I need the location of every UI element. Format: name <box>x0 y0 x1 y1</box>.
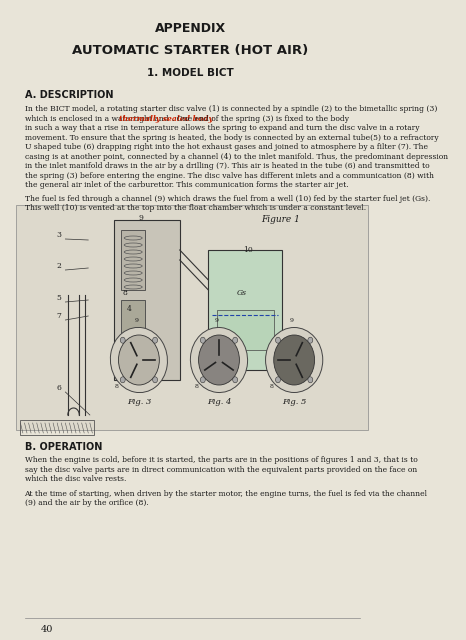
Circle shape <box>233 377 238 383</box>
Text: 8: 8 <box>123 289 127 297</box>
Text: say the disc valve parts are in direct communication with the equivalent parts p: say the disc valve parts are in direct c… <box>25 465 417 474</box>
Circle shape <box>153 337 158 343</box>
Text: The fuel is fed through a channel (9) which draws the fuel from a well (10) fed : The fuel is fed through a channel (9) wh… <box>25 195 430 202</box>
Text: 8: 8 <box>114 384 118 389</box>
Circle shape <box>199 335 240 385</box>
Circle shape <box>233 337 238 343</box>
Text: 5: 5 <box>56 294 62 302</box>
Text: 2: 2 <box>56 262 62 270</box>
Text: U shaped tube (6) drapping right into the hot exhaust gases and joined to atmosp: U shaped tube (6) drapping right into th… <box>25 143 427 151</box>
Text: 8: 8 <box>194 384 199 389</box>
Text: 6: 6 <box>56 384 62 392</box>
Text: 9: 9 <box>135 318 139 323</box>
Text: casing is at another point, connected by a channel (4) to the inlet manifold. Th: casing is at another point, connected by… <box>25 152 448 161</box>
Text: . One end of the spring (3) is fixed to the body: . One end of the spring (3) is fixed to … <box>171 115 349 122</box>
Text: 3: 3 <box>56 231 62 239</box>
Text: Gs: Gs <box>237 289 247 297</box>
Text: When the engine is cold, before it is started, the parts are in the positions of: When the engine is cold, before it is st… <box>25 456 417 464</box>
Bar <box>21 420 94 435</box>
Text: Fig. 3: Fig. 3 <box>127 398 151 406</box>
Text: movement. To ensure that the spring is heated, the body is connected by an exter: movement. To ensure that the spring is h… <box>25 134 438 141</box>
Text: 7: 7 <box>56 312 62 320</box>
Text: B. OPERATION: B. OPERATION <box>25 442 102 452</box>
Circle shape <box>153 377 158 383</box>
Circle shape <box>308 337 313 343</box>
Text: the spring (3) before entering the engine. The disc valve has different inlets a: the spring (3) before entering the engin… <box>25 172 433 179</box>
Text: in such a way that a rise in temperature allows the spring to expand and turn th: in such a way that a rise in temperature… <box>25 124 419 132</box>
Ellipse shape <box>110 328 167 392</box>
Text: 8: 8 <box>270 384 274 389</box>
Ellipse shape <box>191 328 247 392</box>
Text: thermally sealed body: thermally sealed body <box>119 115 213 122</box>
Text: 9: 9 <box>290 318 294 323</box>
Bar <box>121 230 145 290</box>
Circle shape <box>200 337 205 343</box>
Bar <box>121 300 145 340</box>
Bar <box>217 310 274 350</box>
Text: (9) and the air by the orifice (8).: (9) and the air by the orifice (8). <box>25 499 148 507</box>
Circle shape <box>200 377 205 383</box>
Text: In the BICT model, a rotating starter disc valve (1) is connected by a spindle (: In the BICT model, a rotating starter di… <box>25 105 437 113</box>
Text: AUTOMATIC STARTER (HOT AIR): AUTOMATIC STARTER (HOT AIR) <box>72 44 308 57</box>
Text: 10: 10 <box>244 246 253 254</box>
Circle shape <box>274 335 315 385</box>
Text: A. DESCRIPTION: A. DESCRIPTION <box>25 90 113 100</box>
Text: 4: 4 <box>127 305 131 313</box>
Text: At the time of starting, when driven by the starter motor, the engine turns, the: At the time of starting, when driven by … <box>25 490 427 497</box>
Text: in the inlet manifold draws in the air by a drilling (7). This air is heated in : in the inlet manifold draws in the air b… <box>25 162 429 170</box>
Text: 1. MODEL BICT: 1. MODEL BICT <box>147 68 234 78</box>
Text: the general air inlet of the carburettor. This communication forms the starter a: the general air inlet of the carburettor… <box>25 181 348 189</box>
Circle shape <box>275 337 281 343</box>
Text: Fig. 5: Fig. 5 <box>282 398 306 406</box>
Text: Figure 1: Figure 1 <box>261 215 301 224</box>
Circle shape <box>120 337 125 343</box>
Ellipse shape <box>266 328 323 392</box>
Text: APPENDIX: APPENDIX <box>155 22 226 35</box>
Circle shape <box>275 377 281 383</box>
Text: 40: 40 <box>41 625 53 634</box>
Circle shape <box>120 377 125 383</box>
Text: 9: 9 <box>139 214 144 222</box>
Bar <box>208 250 282 370</box>
Text: Fig. 4: Fig. 4 <box>207 398 231 406</box>
Circle shape <box>308 377 313 383</box>
Text: which the disc valve rests.: which the disc valve rests. <box>25 475 126 483</box>
FancyBboxPatch shape <box>16 205 368 430</box>
Text: which is enclosed in a watertight and: which is enclosed in a watertight and <box>25 115 171 122</box>
Text: 9: 9 <box>215 318 219 323</box>
Bar <box>114 220 180 380</box>
Circle shape <box>118 335 159 385</box>
Text: This well (10) is vented at the top into the float chamber which is under a cons: This well (10) is vented at the top into… <box>25 204 366 212</box>
